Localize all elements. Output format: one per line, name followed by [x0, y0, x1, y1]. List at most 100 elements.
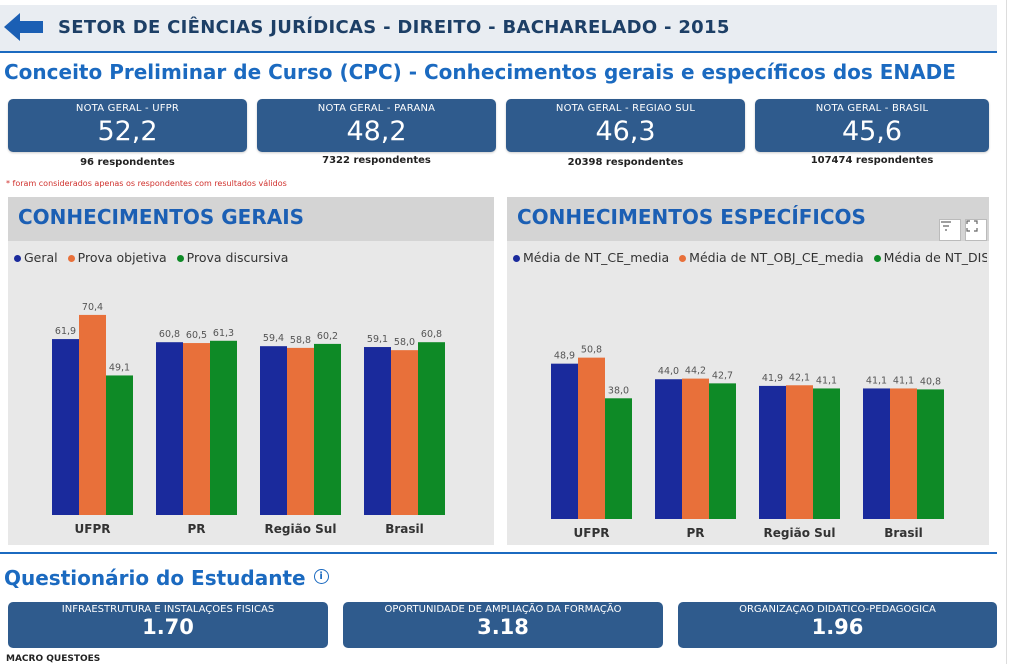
- bar-pr-series-2[interactable]: [210, 340, 237, 515]
- kpi-card-regiao-sul: NOTA GERAL - REGIAO SUL 46,3: [506, 99, 745, 152]
- bar-value-label: 50,8: [581, 345, 602, 356]
- legend-label: Média de NT_DIS_C...: [883, 250, 987, 265]
- kpi-label: NOTA GERAL - UFPR: [75, 103, 180, 114]
- kpi-label: NOTA GERAL - PARANA: [317, 103, 436, 114]
- bar-value-label: 44,2: [685, 366, 706, 377]
- legend-label: Média de NT_OBJ_CE_media: [689, 250, 864, 265]
- bar-ufpr-series-1[interactable]: [578, 357, 605, 519]
- legend-item-geral[interactable]: Geral: [14, 250, 58, 265]
- bar-ufpr-series-0[interactable]: [551, 363, 578, 519]
- kpi-value: 45,6: [841, 116, 903, 147]
- filter-icon[interactable]: [939, 219, 961, 241]
- questionnaire-card-infraestrutura: INFRAESTRUTURA E INSTALAÇOES FISICAS 1.7…: [8, 602, 328, 648]
- questionnaire-label: ORGANIZAÇAO DIDATICO-PEDAGOGICA: [739, 604, 936, 615]
- bar-brasil-series-2[interactable]: [917, 389, 944, 519]
- questionnaire-label: OPORTUNIDADE DE AMPLIAÇÃO DA FORMAÇÃO: [384, 604, 622, 615]
- legend-label: Prova objetiva: [77, 250, 167, 265]
- bar-pr-series-1[interactable]: [183, 343, 210, 515]
- kpi-value: 46,3: [595, 116, 656, 147]
- bar-value-label: 48,9: [554, 351, 575, 362]
- bar-brasil-series-0[interactable]: [364, 347, 391, 515]
- category-label: PR: [686, 526, 704, 540]
- category-label: Brasil: [385, 522, 424, 536]
- bar-value-label: 61,3: [213, 328, 234, 339]
- bar-value-label: 41,1: [866, 375, 887, 386]
- right-scroll-strip[interactable]: [1006, 0, 1024, 664]
- legend-label: Prova discursiva: [186, 250, 289, 265]
- macro-questoes-label: MACRO QUESTOES: [6, 654, 101, 664]
- bar-ufpr-series-2[interactable]: [106, 375, 133, 515]
- bar-região-sul-series-2[interactable]: [314, 343, 341, 515]
- bar-região-sul-series-0[interactable]: [260, 346, 287, 515]
- page-header: SETOR DE CIÊNCIAS JURÍDICAS - DIREITO - …: [0, 5, 997, 53]
- chart-svg: 48,9 50,8 38,0 UFPR 44,0 44,2 42,7 PR 41,9 42,1 41…: [551, 345, 944, 540]
- bar-pr-series-2[interactable]: [709, 383, 736, 519]
- category-label: Brasil: [884, 526, 923, 540]
- bar-ufpr-series-2[interactable]: [605, 398, 632, 519]
- bar-pr-series-1[interactable]: [682, 378, 709, 519]
- legend-item-nt-obj-ce[interactable]: Média de NT_OBJ_CE_media: [679, 250, 864, 265]
- kpi-respondents: 7322 respondentes: [322, 155, 431, 166]
- kpi-value: 52,2: [97, 116, 158, 147]
- questionnaire-title-text: Questionário do Estudante: [4, 566, 306, 590]
- focus-mode-icon[interactable]: [965, 219, 987, 241]
- bar-value-label: 58,0: [394, 337, 415, 348]
- bar-região-sul-series-0[interactable]: [759, 385, 786, 519]
- questionnaire-value: 1.96: [811, 615, 864, 639]
- questionnaire-card-oportunidade: OPORTUNIDADE DE AMPLIAÇÃO DA FORMAÇÃO 3.…: [343, 602, 663, 648]
- category-label: UFPR: [574, 526, 610, 540]
- kpi-card-ufpr: NOTA GERAL - UFPR 52,2: [8, 99, 247, 152]
- legend-item-nt-dis-ce[interactable]: Média de NT_DIS_C...: [873, 250, 987, 265]
- bar-value-label: 42,1: [789, 372, 810, 383]
- page-title: SETOR DE CIÊNCIAS JURÍDICAS - DIREITO - …: [58, 17, 730, 38]
- legend-dot: [513, 255, 520, 262]
- questionnaire-value: 3.18: [477, 615, 529, 639]
- bar-value-label: 60,8: [421, 329, 442, 340]
- bar-brasil-series-1[interactable]: [391, 350, 418, 515]
- bar-pr-series-0[interactable]: [655, 379, 682, 519]
- bar-value-label: 59,1: [367, 334, 388, 345]
- bar-pr-series-0[interactable]: [156, 342, 183, 515]
- info-icon[interactable]: i: [313, 569, 329, 584]
- bar-região-sul-series-1[interactable]: [287, 347, 314, 515]
- kpi-respondents: 107474 respondentes: [810, 155, 934, 166]
- legend-dot: [873, 255, 881, 262]
- bar-value-label: 41,1: [816, 375, 837, 386]
- bar-ufpr-series-1[interactable]: [79, 314, 106, 515]
- kpi-label: NOTA GERAL - BRASIL: [815, 103, 929, 114]
- legend-dot: [14, 255, 21, 262]
- legend-dot: [679, 255, 687, 262]
- bar-brasil-series-0[interactable]: [863, 388, 890, 519]
- bar-região-sul-series-1[interactable]: [786, 385, 813, 519]
- bar-value-label: 60,5: [186, 330, 207, 341]
- category-label: Região Sul: [764, 526, 836, 540]
- bar-value-label: 38,0: [608, 385, 629, 396]
- chart-legend: Geral Prova objetiva Prova discursiva: [14, 250, 294, 265]
- back-arrow-icon[interactable]: [4, 13, 44, 41]
- panel-title-bar: [507, 197, 989, 241]
- bar-brasil-series-2[interactable]: [418, 342, 445, 515]
- bar-value-label: 60,2: [317, 331, 338, 342]
- bar-value-label: 61,9: [55, 326, 76, 337]
- legend-item-prova-discursiva[interactable]: Prova discursiva: [176, 250, 289, 265]
- bar-região-sul-series-2[interactable]: [813, 388, 840, 519]
- bar-value-label: 44,0: [658, 366, 679, 377]
- bar-brasil-series-1[interactable]: [890, 388, 917, 519]
- questionnaire-card-organizacao: ORGANIZAÇAO DIDATICO-PEDAGOGICA 1.96: [678, 602, 997, 648]
- category-label: PR: [187, 522, 205, 536]
- bar-value-label: 58,8: [290, 335, 311, 346]
- bar-value-label: 70,4: [82, 302, 103, 313]
- bar-value-label: 41,9: [762, 373, 783, 384]
- bar-value-label: 60,8: [159, 329, 180, 340]
- legend-item-nt-ce[interactable]: Média de NT_CE_media: [513, 250, 669, 265]
- chart-title: CONHECIMENTOS ESPECÍFICOS: [517, 205, 866, 229]
- chart-svg: 61,9 70,4 49,1 UFPR 60,8 60,5 61,3 PR 59,4 58,8 60…: [52, 302, 445, 536]
- kpi-respondents: 20398 respondentes: [567, 157, 684, 168]
- section-divider: [0, 552, 997, 554]
- questionnaire-value: 1.70: [142, 615, 194, 639]
- legend-item-prova-objetiva[interactable]: Prova objetiva: [67, 250, 167, 265]
- chart-legend: Média de NT_CE_media Média de NT_OBJ_CE_…: [513, 250, 987, 265]
- kpi-label: NOTA GERAL - REGIAO SUL: [555, 103, 696, 114]
- bar-ufpr-series-0[interactable]: [52, 339, 79, 515]
- bar-value-label: 40,8: [920, 376, 941, 387]
